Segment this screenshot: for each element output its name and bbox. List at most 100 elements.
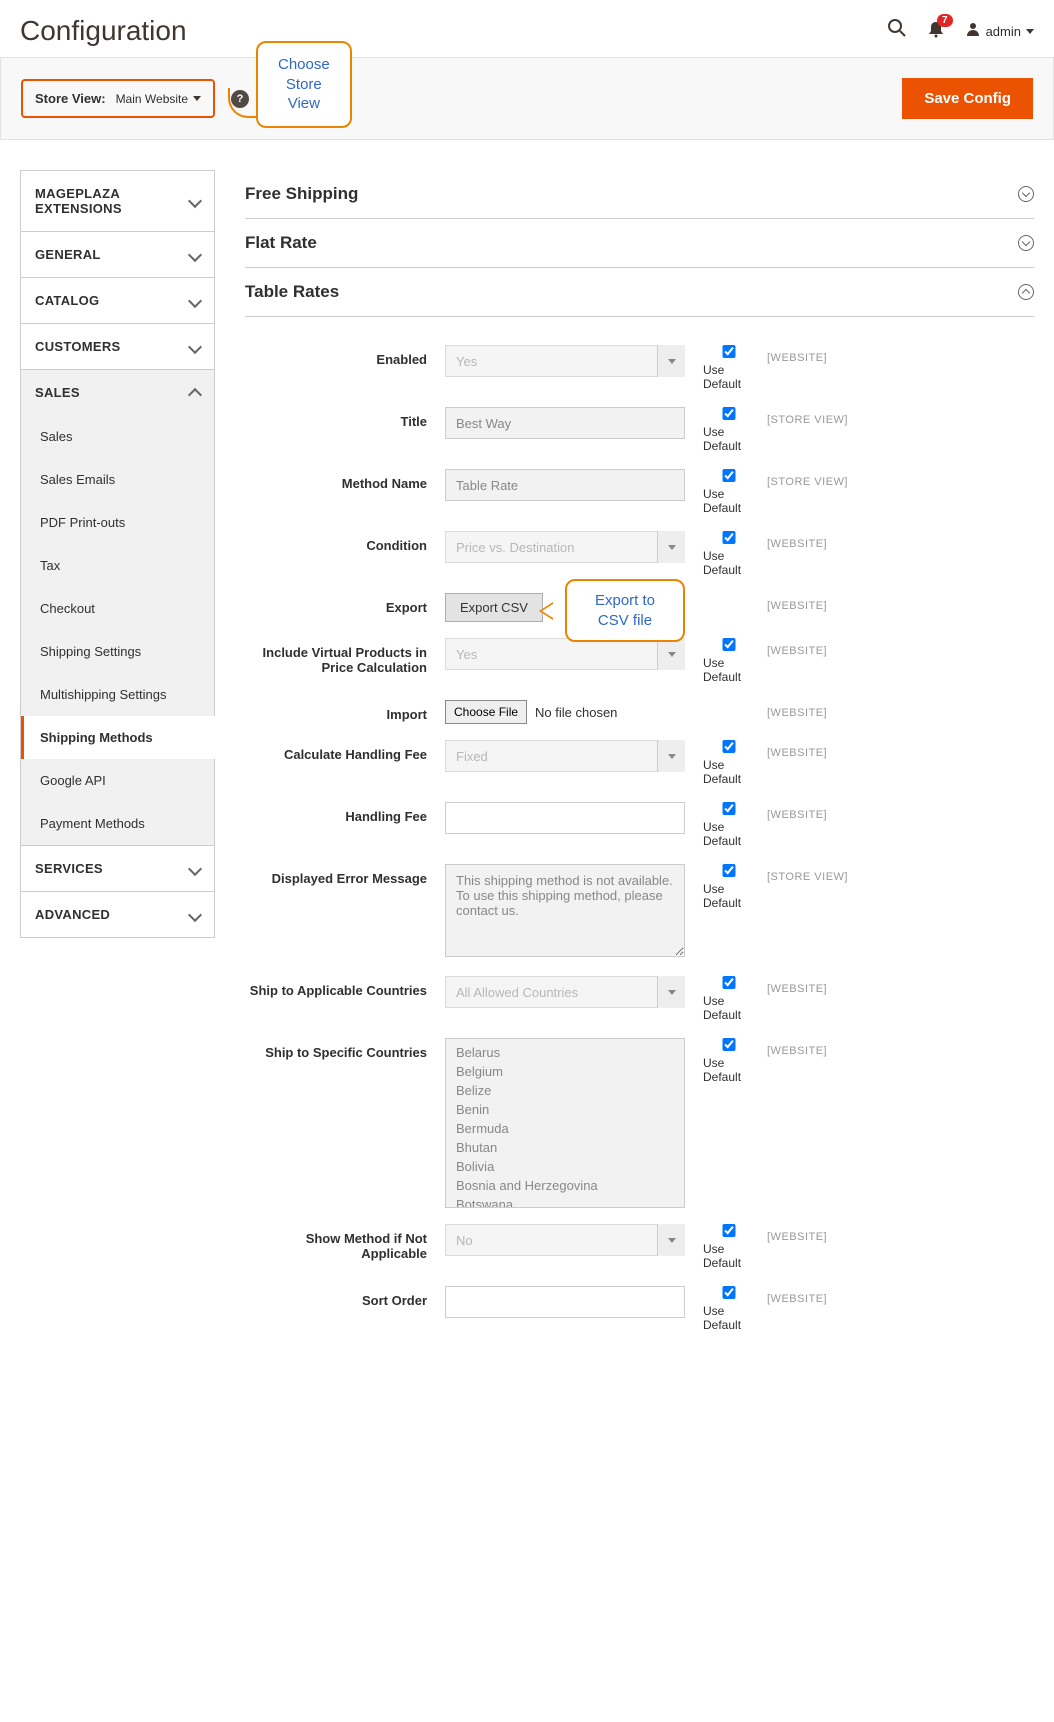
callout-text: Choose Store View [278,55,330,114]
country-option[interactable]: Belgium [446,1062,684,1081]
use-default-ship-specific[interactable]: Use Default [703,1038,755,1084]
choose-file-button[interactable]: Choose File [445,700,527,724]
section-title: Flat Rate [245,233,317,253]
nav-group-catalog[interactable]: CATALOG [21,278,214,323]
input-sort-order[interactable] [445,1286,685,1318]
checkbox-use-default[interactable] [703,1286,755,1299]
expand-icon [1018,235,1034,251]
nav-item-tax[interactable]: Tax [21,544,214,587]
store-view-value: Main Website [116,92,188,106]
checkbox-use-default[interactable] [703,531,755,544]
use-default-text: Use Default [703,425,755,453]
checkbox-use-default[interactable] [703,638,755,651]
label-ship-specific: Ship to Specific Countries [245,1038,445,1060]
checkbox-use-default[interactable] [703,1224,755,1237]
notification-badge: 7 [937,14,953,27]
use-default-text: Use Default [703,820,755,848]
file-status: No file chosen [535,705,617,720]
use-default-text: Use Default [703,549,755,577]
user-icon [965,21,981,42]
scope-label: [WEBSITE] [755,802,827,821]
use-default-text: Use Default [703,1242,755,1270]
search-icon[interactable] [887,18,907,44]
use-default-enabled[interactable]: Use Default [703,345,755,391]
use-default-text: Use Default [703,994,755,1022]
checkbox-use-default[interactable] [703,407,755,420]
section-table-rates[interactable]: Table Rates [245,268,1034,317]
nav-group-advanced[interactable]: ADVANCED [21,892,214,937]
nav-item-shipping-settings[interactable]: Shipping Settings [21,630,214,673]
nav-item-multishipping[interactable]: Multishipping Settings [21,673,214,716]
input-title[interactable] [445,407,685,439]
nav-label: CUSTOMERS [35,339,121,354]
nav-group-customers[interactable]: CUSTOMERS [21,324,214,369]
use-default-title[interactable]: Use Default [703,407,755,453]
nav-group-general[interactable]: GENERAL [21,232,214,277]
nav-item-payment-methods[interactable]: Payment Methods [21,802,214,845]
use-default-sort-order[interactable]: Use Default [703,1286,755,1332]
select-calc-handling[interactable]: Fixed [445,740,685,772]
nav-group-mageplaza[interactable]: MAGEPLAZA EXTENSIONS [21,171,214,231]
input-method-name[interactable] [445,469,685,501]
use-default-error-msg[interactable]: Use Default [703,864,755,910]
textarea-error-msg[interactable]: This shipping method is not available. T… [445,864,685,957]
section-flat-rate[interactable]: Flat Rate [245,219,1034,268]
scope-label: [WEBSITE] [755,345,827,364]
page-title: Configuration [20,15,187,47]
checkbox-use-default[interactable] [703,1038,755,1051]
scope-label: [WEBSITE] [755,976,827,995]
label-title: Title [245,407,445,429]
nav-group-sales[interactable]: SALES [21,370,214,415]
checkbox-use-default[interactable] [703,976,755,989]
country-option[interactable]: Bhutan [446,1138,684,1157]
select-include-virtual[interactable]: Yes [445,638,685,670]
save-config-button[interactable]: Save Config [902,78,1033,119]
notifications-button[interactable]: 7 [927,20,945,43]
select-ship-applicable[interactable]: All Allowed Countries [445,976,685,1008]
nav-label: SALES [35,385,80,400]
expand-icon [1018,186,1034,202]
checkbox-use-default[interactable] [703,864,755,877]
input-handling-fee[interactable] [445,802,685,834]
country-option[interactable]: Benin [446,1100,684,1119]
checkbox-use-default[interactable] [703,469,755,482]
country-option[interactable]: Bosnia and Herzegovina [446,1176,684,1195]
use-default-include-virtual[interactable]: Use Default [703,638,755,684]
use-default-text: Use Default [703,363,755,391]
nav-item-checkout[interactable]: Checkout [21,587,214,630]
checkbox-use-default[interactable] [703,345,755,358]
scope-label: [STORE VIEW] [755,407,848,426]
use-default-text: Use Default [703,1056,755,1084]
store-view-dropdown[interactable]: Main Website [116,92,201,106]
label-error-msg: Displayed Error Message [245,864,445,886]
country-option[interactable]: Botswana [446,1195,684,1208]
country-option[interactable]: Bolivia [446,1157,684,1176]
use-default-ship-applicable[interactable]: Use Default [703,976,755,1022]
nav-item-shipping-methods[interactable]: Shipping Methods [21,716,215,759]
nav-item-sales[interactable]: Sales [21,415,214,458]
nav-group-services[interactable]: SERVICES [21,846,214,891]
country-option[interactable]: Bermuda [446,1119,684,1138]
chevron-down-icon [188,861,202,875]
nav-item-pdf[interactable]: PDF Print-outs [21,501,214,544]
multiselect-countries[interactable]: Belarus Belgium Belize Benin Bermuda Bhu… [445,1038,685,1208]
select-show-method[interactable]: No [445,1224,685,1256]
export-csv-button[interactable]: Export CSV [445,593,543,622]
use-default-calc-handling[interactable]: Use Default [703,740,755,786]
admin-user-menu[interactable]: admin [965,21,1034,42]
select-enabled[interactable]: Yes [445,345,685,377]
nav-label: GENERAL [35,247,101,262]
use-default-condition[interactable]: Use Default [703,531,755,577]
scope-label: [WEBSITE] [755,531,827,550]
country-option[interactable]: Belarus [446,1043,684,1062]
checkbox-use-default[interactable] [703,802,755,815]
section-free-shipping[interactable]: Free Shipping [245,170,1034,219]
use-default-handling-fee[interactable]: Use Default [703,802,755,848]
country-option[interactable]: Belize [446,1081,684,1100]
nav-item-google-api[interactable]: Google API [21,759,214,802]
use-default-show-method[interactable]: Use Default [703,1224,755,1270]
use-default-method-name[interactable]: Use Default [703,469,755,515]
nav-item-sales-emails[interactable]: Sales Emails [21,458,214,501]
checkbox-use-default[interactable] [703,740,755,753]
select-condition[interactable]: Price vs. Destination [445,531,685,563]
